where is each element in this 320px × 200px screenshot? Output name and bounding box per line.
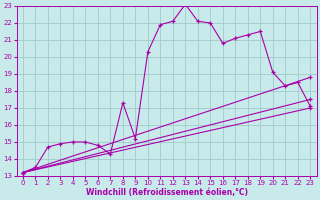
X-axis label: Windchill (Refroidissement éolien,°C): Windchill (Refroidissement éolien,°C): [85, 188, 248, 197]
